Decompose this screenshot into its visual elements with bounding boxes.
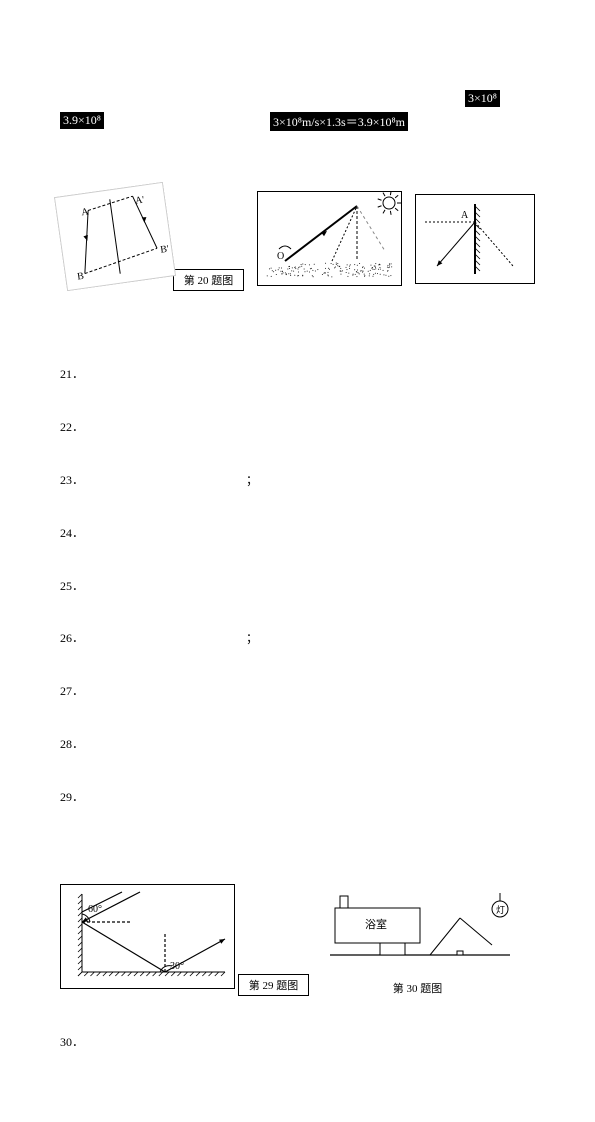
formula-region: 3×10⁸ 3.9×10⁸ 3×10⁸m/s×1.3s＝3.9×10⁸m — [60, 90, 535, 160]
figure-20: A A' B B' 第 20 题图 — [60, 189, 244, 291]
line-24: 24． — [60, 520, 535, 546]
line26a: 26． ； — [60, 625, 535, 651]
answer-lines: 21． 22． 23． ； 24． 25． 26． ； 27． 28． 29． — [60, 335, 535, 836]
figure-30: 浴室 灯 第 30 题图 — [320, 883, 515, 996]
svg-text:30°: 30° — [170, 961, 184, 972]
svg-text:B': B' — [160, 244, 170, 256]
line-29: 29． — [60, 784, 535, 810]
line-27: 27． — [60, 678, 535, 704]
figure-29: 60° 30° 第 29 题图 — [60, 884, 309, 996]
figure-21: O — [257, 191, 402, 289]
figure-29-caption: 第 29 题图 — [238, 974, 310, 996]
formula-1: 3×10⁸ — [465, 90, 500, 107]
line23a: 23． ； — [60, 467, 535, 493]
line-22: 22． — [60, 414, 535, 440]
figure-30-caption: 第 30 题图 — [320, 980, 515, 996]
figures-row-2: 60° 30° 第 29 题图 浴室 灯 第 30 题图 — [60, 866, 535, 996]
formula-2: 3.9×10⁸ — [60, 112, 104, 129]
line-28: 28． — [60, 731, 535, 757]
line-25: 25． — [60, 573, 535, 599]
svg-text:A: A — [81, 206, 90, 218]
page: 3×10⁸ 3.9×10⁸ 3×10⁸m/s×1.3s＝3.9×10⁸m A A'… — [0, 0, 595, 1122]
svg-text:灯: 灯 — [496, 905, 505, 915]
formula-3: 3×10⁸m/s×1.3s＝3.9×10⁸m — [270, 112, 408, 131]
svg-text:A: A — [461, 210, 469, 221]
figures-row-1: A A' B B' 第 20 题图 O A — [60, 170, 535, 310]
line-30: 30． — [60, 1029, 535, 1055]
svg-text:A': A' — [135, 195, 146, 207]
svg-text:B: B — [77, 271, 85, 283]
figure-22: A — [415, 194, 535, 287]
svg-text:O: O — [277, 251, 284, 262]
svg-text:60°: 60° — [88, 904, 102, 915]
svg-text:浴室: 浴室 — [365, 917, 387, 931]
line-21: 21． — [60, 361, 535, 387]
answer-line-30: 30． — [60, 1002, 535, 1081]
figure-20-caption: 第 20 题图 — [173, 269, 245, 291]
